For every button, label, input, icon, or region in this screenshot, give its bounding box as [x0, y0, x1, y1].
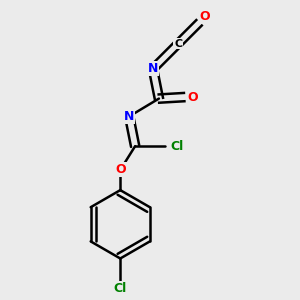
- Text: O: O: [115, 164, 126, 176]
- Text: O: O: [188, 91, 198, 103]
- Text: N: N: [148, 62, 158, 75]
- Text: Cl: Cl: [170, 140, 183, 153]
- Text: Cl: Cl: [114, 282, 127, 295]
- Text: O: O: [200, 10, 210, 23]
- Text: N: N: [124, 110, 134, 123]
- Text: C: C: [174, 39, 182, 49]
